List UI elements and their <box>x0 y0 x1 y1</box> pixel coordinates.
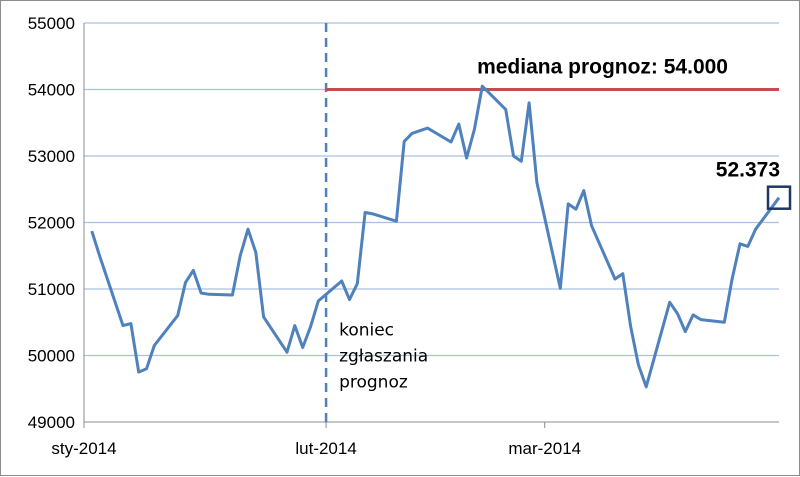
y-tick-label: 49000 <box>28 413 75 432</box>
x-tick-label: sty-2014 <box>51 439 116 458</box>
y-tick-label: 50000 <box>28 347 75 366</box>
series-lines <box>90 84 792 389</box>
annotations: mediana prognoz: 54.000 52.373 koniec zgłas… <box>339 56 780 393</box>
last-value-label: 52.373 <box>716 159 780 182</box>
series-line <box>90 84 781 389</box>
last-value-marker <box>766 185 792 210</box>
reference-lines <box>324 23 779 422</box>
x-tick-label: lut-2014 <box>295 439 356 458</box>
y-tick-label: 54000 <box>28 81 75 100</box>
x-axis: sty-2014 lut-2014 mar-2014 <box>51 23 779 458</box>
deadline-label-line: prognoz <box>339 373 408 393</box>
median-label: mediana prognoz: 54.000 <box>477 56 728 79</box>
deadline-label-line: zgłaszania <box>339 347 428 367</box>
y-tick-label: 55000 <box>28 14 75 33</box>
y-axis-ticks: 49000 50000 51000 52000 53000 54000 55000 <box>28 14 75 432</box>
y-tick-label: 51000 <box>28 280 75 299</box>
x-tick-label: mar-2014 <box>508 439 581 458</box>
y-tick-label: 53000 <box>28 147 75 166</box>
y-tick-label: 52000 <box>28 214 75 233</box>
deadline-label-line: koniec <box>339 321 394 341</box>
